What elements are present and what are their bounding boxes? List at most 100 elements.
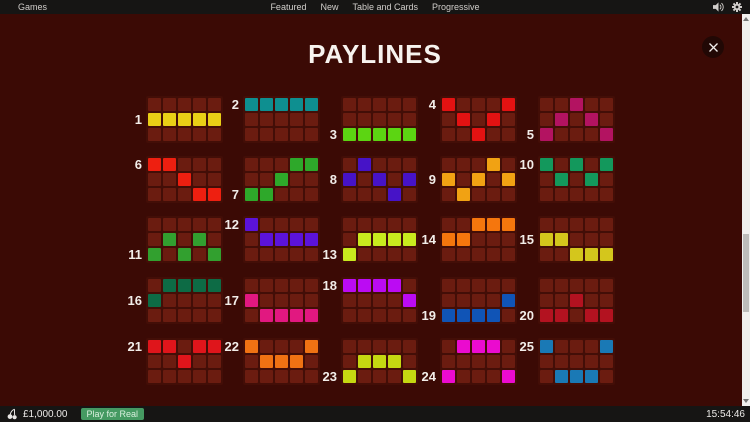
payline-grid	[146, 338, 223, 385]
payline-cell	[540, 370, 553, 383]
payline-cell	[570, 188, 583, 201]
payline-number: 9	[428, 172, 436, 187]
payline-cell	[403, 173, 416, 186]
payline-cell	[555, 173, 568, 186]
payline-cell	[373, 279, 386, 292]
payline-cell	[457, 294, 470, 307]
payline-cell	[148, 128, 161, 141]
scroll-up-icon[interactable]	[743, 17, 749, 21]
gear-icon[interactable]	[732, 2, 742, 12]
payline-number: 18	[322, 278, 337, 293]
payline-grid	[243, 277, 320, 324]
payline-cell	[208, 173, 221, 186]
payline-cell	[472, 128, 485, 141]
payline-cell	[487, 218, 500, 231]
nav-games[interactable]: Games	[18, 2, 48, 12]
payline-cell	[208, 218, 221, 231]
payline-cell	[343, 113, 356, 126]
payline-cell	[585, 128, 598, 141]
payline-cell	[193, 158, 206, 171]
payline-cell	[245, 355, 258, 368]
payline-cell	[373, 128, 386, 141]
scrollbar[interactable]	[742, 14, 750, 406]
payline-cell	[540, 340, 553, 353]
nav-table-and-cards[interactable]: Table and Cards	[352, 2, 419, 12]
payline-cell	[358, 98, 371, 111]
nav-menu: Featured New Table and Cards Progressive	[270, 2, 479, 12]
payline-cell	[358, 188, 371, 201]
payline-6: 6	[135, 156, 223, 203]
bottom-bar: £1,000.00 Play for Real 15:54:46	[0, 406, 750, 422]
payline-cell	[555, 355, 568, 368]
payline-cell	[570, 218, 583, 231]
payline-cell	[163, 128, 176, 141]
payline-cell	[260, 233, 273, 246]
payline-grid	[146, 96, 223, 143]
nav-progressive[interactable]: Progressive	[432, 2, 480, 12]
payline-cell	[457, 98, 470, 111]
payline-cell	[343, 294, 356, 307]
payline-cell	[585, 218, 598, 231]
payline-number: 4	[428, 97, 436, 112]
payline-cell	[208, 309, 221, 322]
payline-cell	[555, 113, 568, 126]
payline-cell	[343, 218, 356, 231]
payline-cell	[193, 113, 206, 126]
payline-13: 13	[323, 216, 418, 263]
payline-grid	[341, 216, 418, 263]
payline-2: 2	[232, 96, 320, 143]
payline-cell	[487, 98, 500, 111]
nav-new[interactable]: New	[320, 2, 339, 12]
nav-featured[interactable]: Featured	[270, 2, 307, 12]
payline-cell	[193, 218, 206, 231]
payline-cell	[208, 294, 221, 307]
payline-cell	[600, 233, 613, 246]
payline-cell	[305, 233, 318, 246]
payline-cell	[570, 158, 583, 171]
payline-cell	[358, 113, 371, 126]
payline-number: 21	[127, 339, 142, 354]
payline-cell	[148, 188, 161, 201]
payline-4: 4	[429, 96, 517, 143]
payline-cell	[472, 309, 485, 322]
payline-cell	[343, 233, 356, 246]
payline-grid	[440, 338, 517, 385]
payline-cell	[260, 309, 273, 322]
payline-cell	[442, 158, 455, 171]
payline-cell	[555, 98, 568, 111]
payline-cell	[502, 370, 515, 383]
payline-cell	[260, 248, 273, 261]
payline-cell	[208, 248, 221, 261]
payline-cell	[457, 128, 470, 141]
payline-cell	[373, 113, 386, 126]
payline-cell	[245, 370, 258, 383]
payline-cell	[388, 113, 401, 126]
payline-cell	[442, 370, 455, 383]
payline-cell	[208, 340, 221, 353]
speaker-icon[interactable]	[713, 2, 724, 12]
payline-cell	[260, 294, 273, 307]
payline-cell	[585, 340, 598, 353]
payline-number: 24	[421, 369, 436, 384]
payline-cell	[502, 233, 515, 246]
payline-cell	[502, 294, 515, 307]
payline-cell	[555, 188, 568, 201]
payline-cell	[178, 158, 191, 171]
payline-cell	[457, 173, 470, 186]
payline-cell	[388, 98, 401, 111]
payline-grid	[538, 338, 615, 385]
payline-cell	[245, 98, 258, 111]
payline-cell	[442, 309, 455, 322]
payline-number: 15	[519, 232, 534, 247]
close-button[interactable]	[702, 36, 724, 58]
payline-cell	[600, 128, 613, 141]
payline-cell	[403, 233, 416, 246]
play-for-real-button[interactable]: Play for Real	[80, 408, 145, 420]
payline-cell	[148, 233, 161, 246]
scroll-down-icon[interactable]	[743, 399, 749, 403]
payline-cell	[403, 98, 416, 111]
payline-cell	[502, 98, 515, 111]
payline-cell	[600, 294, 613, 307]
payline-cell	[457, 355, 470, 368]
scroll-thumb[interactable]	[743, 234, 749, 312]
